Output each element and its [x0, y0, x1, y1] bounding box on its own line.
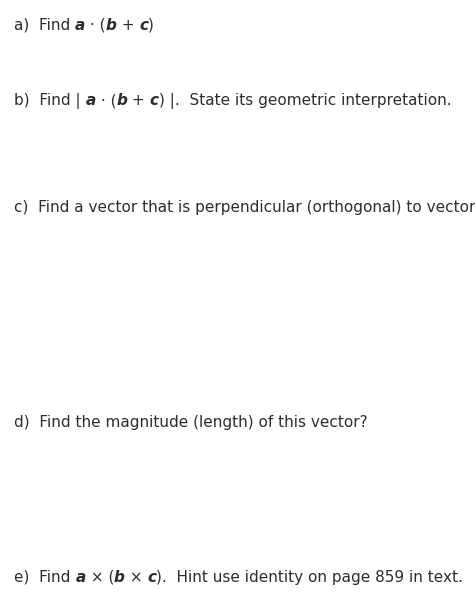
Text: e)  Find: e) Find — [14, 570, 75, 585]
Text: +: + — [127, 93, 150, 108]
Text: a: a — [86, 93, 96, 108]
Text: c: c — [150, 93, 159, 108]
Text: · (: · ( — [96, 93, 116, 108]
Text: c: c — [139, 18, 148, 33]
Text: b: b — [106, 18, 117, 33]
Text: c: c — [147, 570, 156, 585]
Text: · (: · ( — [86, 18, 106, 33]
Text: c)  Find a vector that is perpendicular (orthogonal) to vectors: c) Find a vector that is perpendicular (… — [14, 200, 475, 215]
Text: × (: × ( — [86, 570, 114, 585]
Text: ) |.  State its geometric interpretation.: ) |. State its geometric interpretation. — [159, 93, 451, 109]
Text: b: b — [114, 570, 125, 585]
Text: a: a — [75, 570, 86, 585]
Text: d)  Find the magnitude (length) of this vector?: d) Find the magnitude (length) of this v… — [14, 415, 368, 430]
Text: b)  Find |: b) Find | — [14, 93, 86, 109]
Text: ).  Hint use identity on page 859 in text.: ). Hint use identity on page 859 in text… — [156, 570, 463, 585]
Text: a)  Find: a) Find — [14, 18, 75, 33]
Text: +: + — [117, 18, 139, 33]
Text: ×: × — [125, 570, 147, 585]
Text: ): ) — [148, 18, 154, 33]
Text: b: b — [116, 93, 127, 108]
Text: a: a — [75, 18, 86, 33]
